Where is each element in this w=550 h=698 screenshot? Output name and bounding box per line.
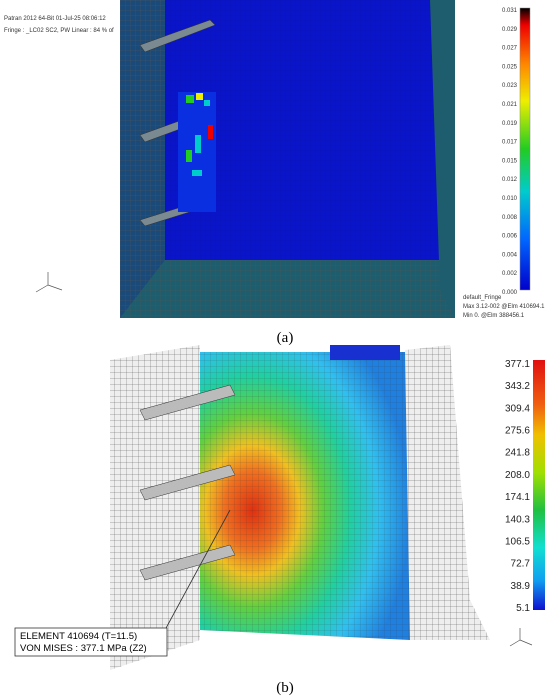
legend-label: 0.031 bbox=[502, 8, 518, 14]
legend-label: 0.006 bbox=[502, 234, 518, 240]
legend-label: 0.027 bbox=[502, 46, 518, 52]
flange-mesh bbox=[120, 0, 165, 318]
legend-label: 0.008 bbox=[502, 215, 518, 221]
hot-cells bbox=[186, 93, 213, 176]
legend-label: 0.012 bbox=[502, 177, 518, 183]
legend-label: 0.017 bbox=[502, 140, 518, 146]
legend-label: 0.029 bbox=[502, 27, 518, 33]
legend-label: 208.0 bbox=[505, 470, 530, 481]
header-line: Fringe : _LC02 SC2, PW Linear : 84 % of bbox=[4, 28, 114, 34]
top-blue bbox=[330, 345, 400, 360]
legend-label: 0.010 bbox=[502, 196, 518, 202]
annotation-line: VON MISES : 377.1 MPa (Z2) bbox=[20, 643, 147, 654]
header-line: Patran 2012 64-Bit 01-Jul-25 08:06:12 bbox=[4, 16, 106, 22]
legend-label: 72.7 bbox=[511, 559, 531, 570]
panel-b: ELEMENT 410694 (T=11.5) VON MISES : 377.… bbox=[14, 345, 545, 696]
legend-label: 309.4 bbox=[505, 403, 530, 414]
footer-line: Max 3.12-002 @Elm 410694.1 bbox=[463, 304, 545, 310]
panel-a: Patran 2012 64-Bit 01-Jul-25 08:06:12 Fr… bbox=[4, 0, 545, 346]
flange-mesh bbox=[110, 345, 200, 670]
base-mesh bbox=[120, 260, 455, 318]
legend-label: 0.021 bbox=[502, 102, 518, 108]
color-bar bbox=[519, 7, 531, 291]
footer-line: Min 0. @Elm 388456.1 bbox=[463, 313, 525, 319]
caption: (b) bbox=[276, 680, 294, 696]
legend-label: 241.8 bbox=[505, 448, 530, 459]
legend-label: 377.1 bbox=[505, 359, 530, 370]
legend-label: 0.000 bbox=[502, 290, 518, 296]
legend-label: 140.3 bbox=[505, 514, 530, 525]
axis-triad bbox=[509, 628, 533, 647]
legend-label: 0.002 bbox=[502, 271, 518, 277]
leader bbox=[164, 509, 231, 631]
axis-triad bbox=[35, 272, 63, 293]
side-mesh bbox=[405, 345, 490, 640]
legend-label: 38.9 bbox=[511, 581, 531, 592]
legend-label: 0.019 bbox=[502, 121, 518, 127]
legend-label: 5.1 bbox=[516, 603, 530, 614]
stiffeners bbox=[139, 384, 236, 581]
legend-label: 0.025 bbox=[502, 64, 518, 70]
legend-label: 275.6 bbox=[505, 426, 530, 437]
legend-label: 106.5 bbox=[505, 536, 530, 547]
footer-line: default_Fringe bbox=[463, 295, 502, 301]
annotation-line: ELEMENT 410694 (T=11.5) bbox=[20, 631, 137, 642]
legend-label: 0.004 bbox=[502, 252, 518, 258]
legend-label: 0.023 bbox=[502, 83, 518, 89]
legend-label: 0.015 bbox=[502, 158, 518, 164]
legend-label: 343.2 bbox=[505, 381, 530, 392]
color-bar bbox=[533, 360, 545, 610]
caption: (a) bbox=[277, 330, 294, 346]
side bbox=[430, 0, 455, 318]
annotation-box bbox=[14, 627, 168, 657]
legend-label: 174.1 bbox=[505, 492, 530, 503]
plate-mesh bbox=[200, 352, 410, 640]
